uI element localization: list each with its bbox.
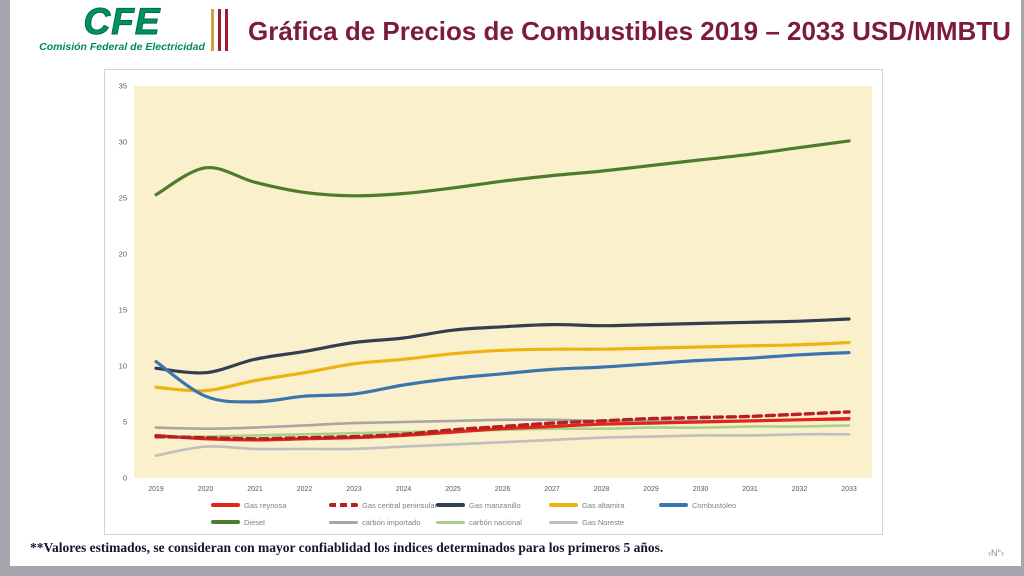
x-tick-label: 2030 xyxy=(693,486,709,493)
legend-swatch-gas-altamira xyxy=(549,503,578,507)
series-line-gas-manzanillo xyxy=(154,317,851,375)
chart-legend: Gas reynosa Gas central peninsular Gas man… xyxy=(105,499,990,528)
y-tick-label: 0 xyxy=(123,474,127,483)
y-tick-label: 35 xyxy=(119,82,127,91)
y-tick-label: 20 xyxy=(119,250,127,259)
legend-swatch-carbon-importado xyxy=(329,520,358,524)
screen-left-border xyxy=(0,0,10,576)
x-tick-label: 2024 xyxy=(396,486,412,493)
series-line-gas-central-peninsular xyxy=(154,410,851,441)
y-tick-label: 15 xyxy=(119,306,127,315)
page-title: Gráfica de Precios de Combustibles 2019 … xyxy=(248,16,1011,46)
legend-item-gas-noreste: Gas Noreste xyxy=(549,516,659,528)
cfe-logo-subtitle: Comisión Federal de Electricidad xyxy=(39,41,205,53)
screen-bottom-border xyxy=(0,566,1024,576)
legend-label: Combustóleo xyxy=(692,500,737,510)
x-tick-label: 2026 xyxy=(495,486,511,493)
x-tick-label: 2020 xyxy=(198,486,214,493)
x-tick-label: 2027 xyxy=(544,486,560,493)
screen-right-border xyxy=(1021,0,1024,576)
header-separator-bars xyxy=(211,9,228,51)
legend-swatch-carbon-nacional xyxy=(436,520,465,524)
legend-swatch-gas-noreste xyxy=(549,520,578,524)
x-tick-label: 2022 xyxy=(297,486,313,493)
plot-area xyxy=(134,86,872,478)
x-tick-label: 2021 xyxy=(247,486,263,493)
y-tick-label: 30 xyxy=(119,138,127,147)
x-tick-label: 2019 xyxy=(148,486,164,493)
slide-number-placeholder: ‹N°› xyxy=(988,548,1005,558)
cfe-logo: CFE Comisión Federal de Electricidad xyxy=(32,1,212,54)
separator-bar-1 xyxy=(218,9,221,51)
y-tick-label: 25 xyxy=(119,194,127,203)
series-line-combustoleo xyxy=(154,351,851,404)
legend-item-carbon-importado: carbón importado xyxy=(329,516,436,528)
legend-item-carbon-nacional: carbón nacional xyxy=(436,516,549,528)
legend-label: Gas altamira xyxy=(582,500,625,510)
legend-item-gas-manzanillo: Gas manzanillo xyxy=(436,499,549,511)
legend-label: Gas reynosa xyxy=(244,500,287,510)
legend-swatch-gas-central-peninsular xyxy=(329,503,358,507)
legend-swatch-diesel xyxy=(211,520,240,524)
x-tick-label: 2029 xyxy=(643,486,659,493)
series-line-gas-altamira xyxy=(154,340,851,393)
x-tick-label: 2031 xyxy=(742,486,758,493)
y-tick-label: 10 xyxy=(119,362,127,371)
series-line-gas-reynosa xyxy=(154,417,851,442)
legend-item-combustoleo: Combustóleo xyxy=(659,499,799,511)
x-tick-label: 2023 xyxy=(346,486,362,493)
x-tick-label: 2033 xyxy=(841,486,857,493)
separator-bar-0 xyxy=(211,9,214,51)
separator-bar-2 xyxy=(225,9,228,51)
legend-swatch-gas-manzanillo xyxy=(436,503,465,507)
legend-item-gas-central-peninsular: Gas central peninsular xyxy=(329,499,438,511)
cfe-logo-acronym: CFE xyxy=(83,1,161,42)
x-tick-label: 2025 xyxy=(445,486,461,493)
fuel-prices-chart-panel: 0 5 10 15 20 25 30 35 2019 2020 2021 2022 2023 2024 20… xyxy=(104,69,883,535)
legend-label: carbón importado xyxy=(362,517,421,527)
legend-label: Gas central peninsular xyxy=(362,500,438,510)
legend-swatch-combustoleo xyxy=(659,503,688,507)
legend-item-gas-reynosa: Gas reynosa xyxy=(211,499,329,511)
x-tick-label: 2028 xyxy=(594,486,610,493)
legend-swatch-gas-reynosa xyxy=(211,503,240,507)
y-tick-label: 5 xyxy=(123,418,127,427)
legend-label: Gas Noreste xyxy=(582,517,625,527)
legend-item-diesel: Diesel xyxy=(211,516,329,528)
series-line-diesel xyxy=(154,139,851,198)
x-tick-label: 2032 xyxy=(792,486,808,493)
legend-item-gas-altamira: Gas altamira xyxy=(549,499,659,511)
legend-label: carbón nacional xyxy=(469,517,522,527)
series-line-gas-noreste xyxy=(154,432,851,457)
footnote: **Valores estimados, se consideran con m… xyxy=(30,540,664,555)
legend-label: Diesel xyxy=(244,517,265,527)
legend-label: Gas manzanillo xyxy=(469,500,521,510)
